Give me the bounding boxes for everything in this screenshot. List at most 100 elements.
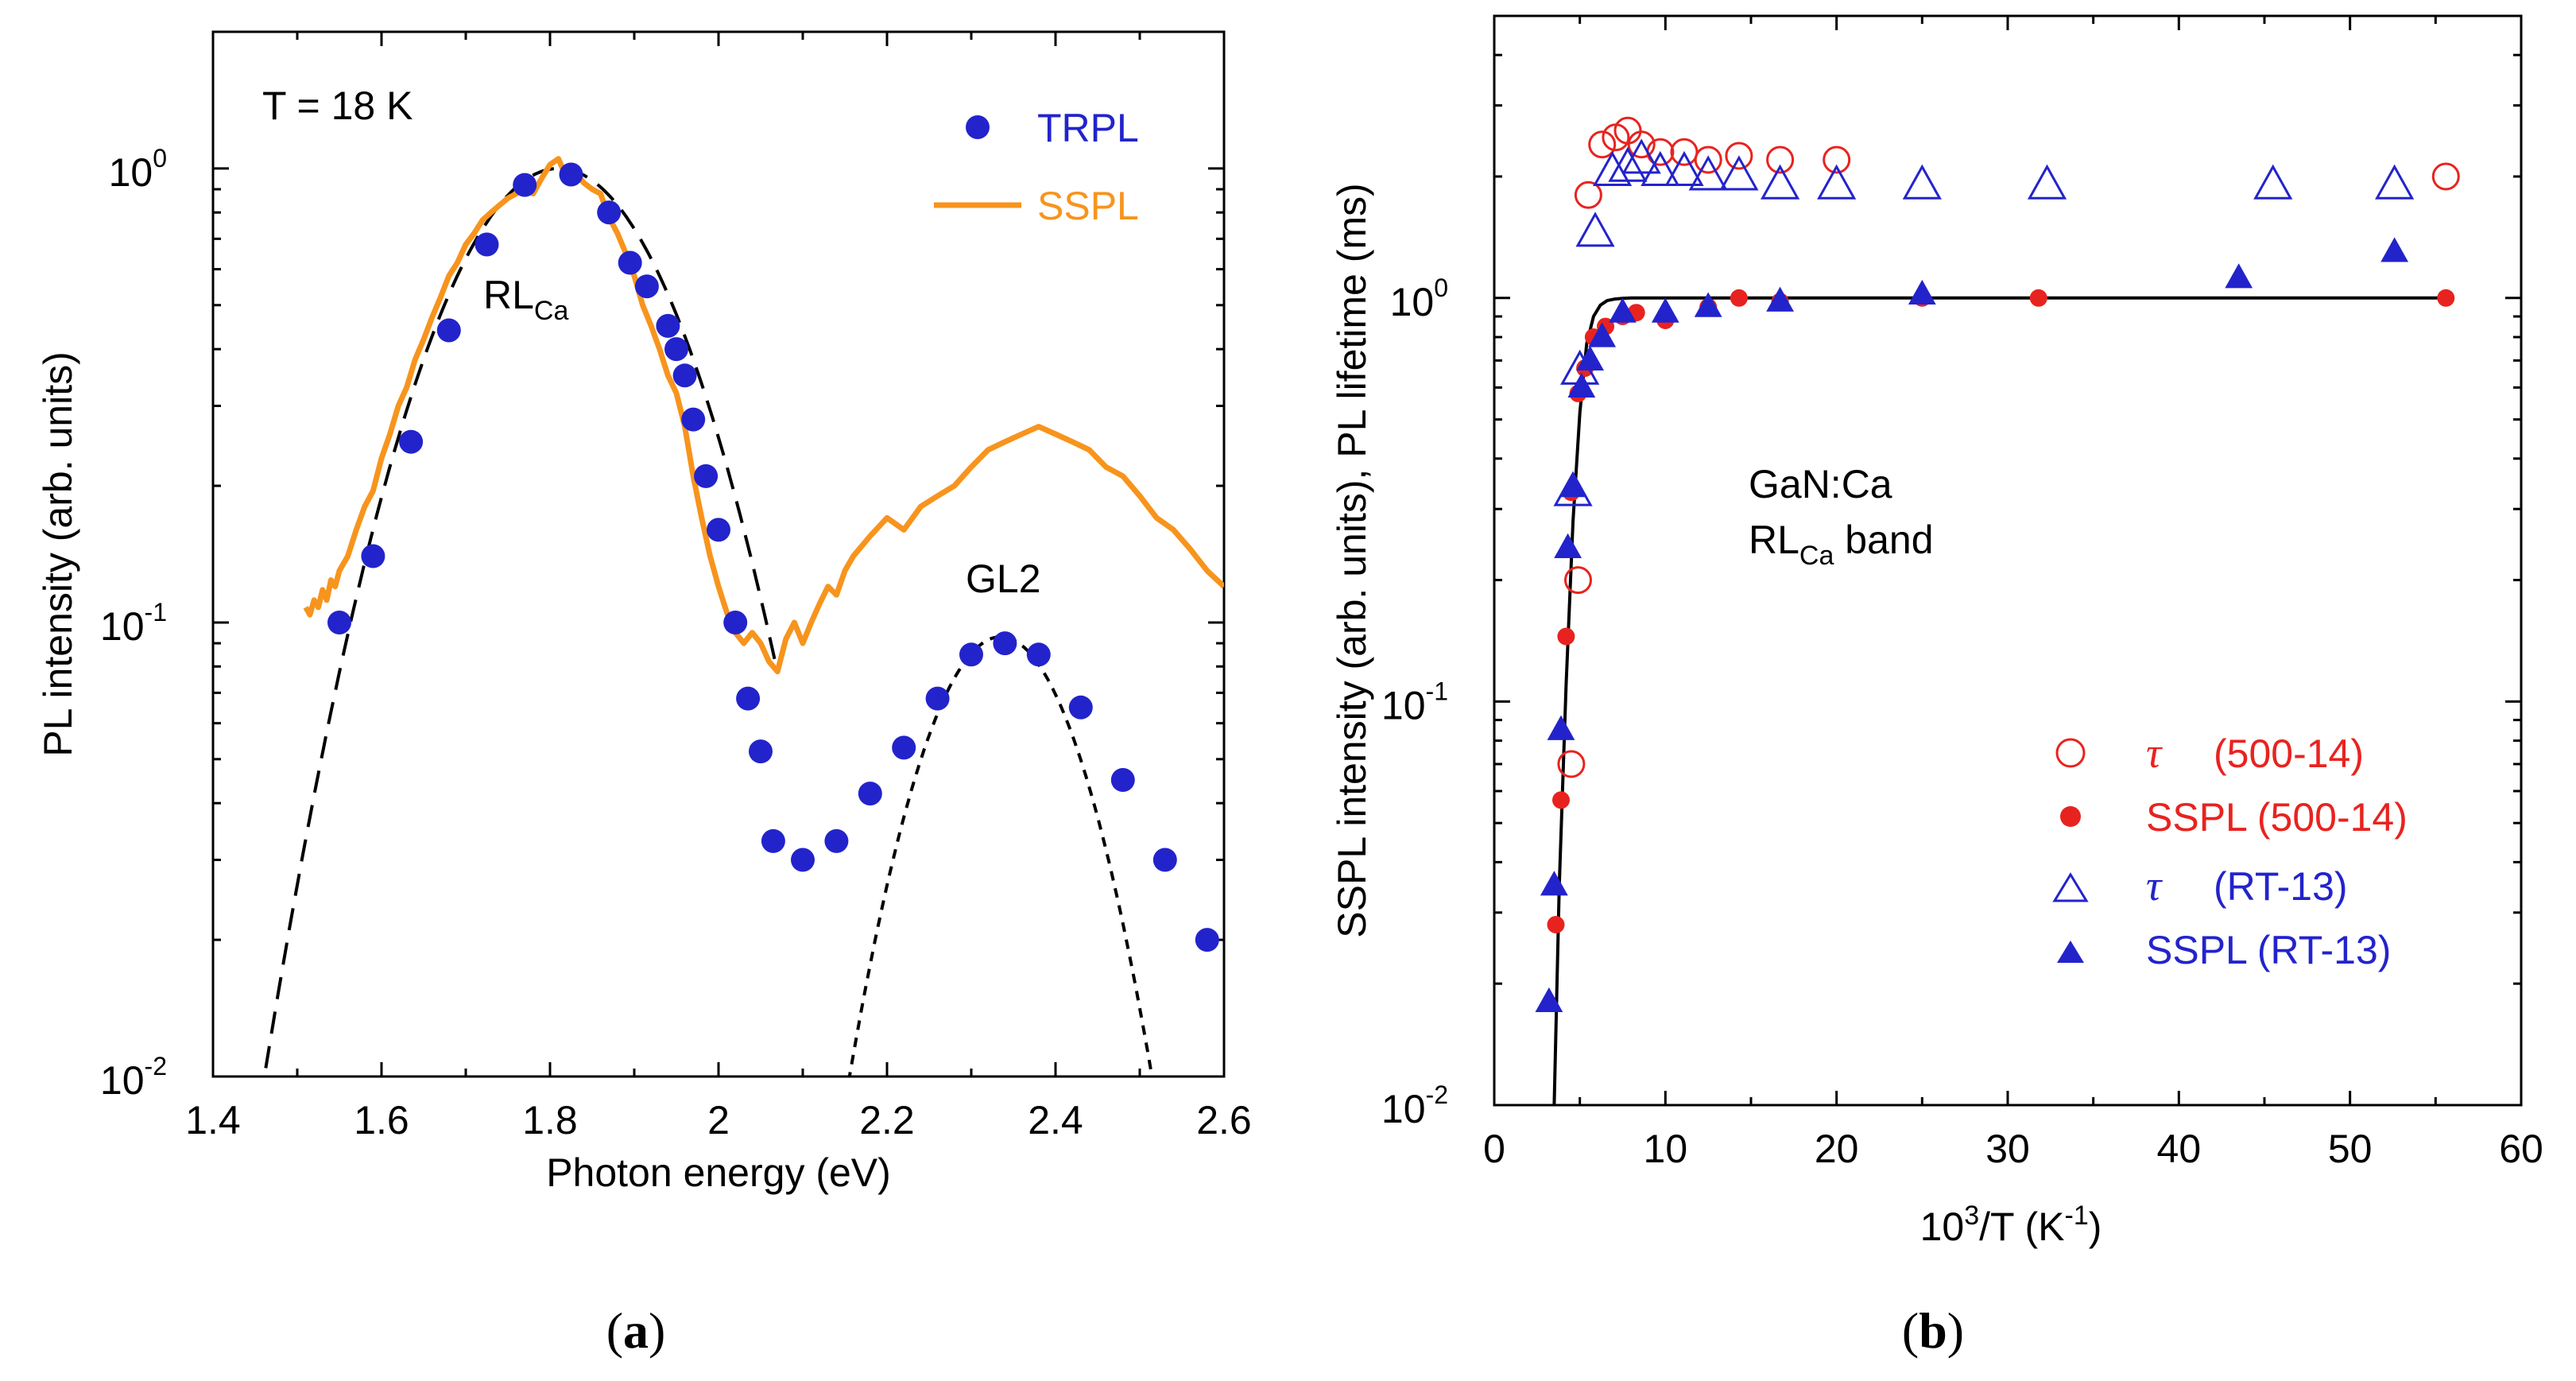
tau-500-14-point [1823, 145, 1851, 174]
tau-500-14-point [1564, 566, 1592, 595]
legend-a-sspl-label: SSPL [1037, 184, 1139, 228]
trpl-point [1110, 768, 1135, 792]
sspl-500-14-point [2029, 289, 2047, 307]
x-axis-label-b: 103/T (K-1) [1920, 1201, 2102, 1249]
legend-b-sspl-500-marker [2060, 806, 2081, 827]
a-ytick-label: 10-1 [100, 598, 167, 649]
rl-ca-annotation: RLCa [483, 273, 568, 326]
legend-b-tau-rt-label: (RT-13) [2214, 864, 2348, 909]
b-ytick-label-base: 10 [1381, 1087, 1426, 1131]
legend-b-sspl-rt-marker [2057, 941, 2084, 963]
x-axis-label-b-sup1: 3 [1964, 1201, 1979, 1231]
sspl-rt-13-point [1540, 871, 1568, 896]
data-layer-b [1535, 116, 2460, 1105]
sspl-rt-13-point [1609, 297, 1637, 323]
a-xtick-label: 1.6 [354, 1098, 409, 1142]
trpl-point [1195, 928, 1219, 952]
trpl-point [664, 337, 688, 362]
trpl-point [513, 173, 537, 197]
b-xtick-label: 60 [2499, 1127, 2543, 1171]
tau-rt-13-point [1621, 138, 1661, 174]
axis-ticks-a [211, 32, 1226, 1078]
b-xtick-label: 30 [1985, 1127, 2030, 1171]
legend-b-tau-500-marker [2055, 738, 2086, 768]
a-ytick-label-base: 10 [100, 1058, 145, 1103]
legend-b-sspl-500-label: SSPL (500-14) [2146, 795, 2407, 840]
tau-rt-13-point [2375, 164, 2415, 200]
a-ytick-label-base: 10 [100, 604, 145, 649]
trpl-point [559, 162, 583, 187]
legend-b-tau-500-label: (500-14) [2214, 731, 2364, 776]
a-ytick-label: 100 [109, 144, 167, 195]
trpl-point [681, 407, 706, 432]
b-xtick-label: 0 [1483, 1127, 1505, 1171]
panel-caption-a-letter: a [623, 1302, 649, 1359]
tau-rt-13-point [1688, 155, 1728, 191]
y-axis-label-a: PL intensity (arb. units) [36, 351, 80, 756]
tau-rt-13-point [1761, 164, 1800, 200]
sspl-500-14-point [1557, 627, 1575, 646]
trpl-point [892, 735, 916, 760]
trpl-point [694, 464, 719, 488]
trpl-point [672, 363, 697, 388]
tau-500-14-point [1627, 130, 1656, 159]
a-xtick-label: 2.4 [1028, 1098, 1083, 1142]
b-ytick-label: 10-2 [1381, 1080, 1448, 1131]
sspl-500-14-point [1552, 791, 1570, 809]
trpl-point [436, 318, 461, 343]
band-annotation: RLCa band [1749, 518, 1934, 571]
tau-500-14-point [1725, 142, 1753, 170]
sspl-500-14-point [1547, 916, 1565, 933]
a-xtick-label: 1.4 [185, 1098, 241, 1142]
b-ytick-label-exp: -1 [1426, 677, 1448, 705]
legend-b: τ (500-14) SSPL (500-14) τ (RT-13) SSPL … [2052, 729, 2407, 972]
trpl-point [475, 232, 499, 257]
tau-500-14-point [1574, 180, 1602, 209]
x-axis-label-b-base: 10 [1920, 1204, 1965, 1249]
trpl-point [959, 642, 983, 667]
sspl-rt-13-point [1766, 286, 1795, 312]
tau-rt-13-point [1817, 164, 1857, 200]
b-ytick-label-exp: 0 [1434, 273, 1448, 302]
sample-annotation: GaN:Ca [1749, 462, 1892, 506]
trpl-point [858, 782, 882, 806]
legend-b-sspl-rt-label: SSPL (RT-13) [2146, 928, 2391, 972]
y-axis-label-b: SSPL intensity (arb. units), PL lifetime… [1330, 183, 1374, 937]
rl-ca-annotation-sub: Ca [534, 296, 569, 326]
trpl-point [761, 828, 785, 853]
trpl-point [736, 686, 761, 711]
x-axis-label-b-sup2: -1 [2065, 1201, 2089, 1231]
b-xtick-label: 10 [1644, 1127, 1688, 1171]
tau-500-14-point [1557, 750, 1586, 778]
axis-ticks-b [1493, 16, 2523, 1107]
tau-rt-13-point [2253, 164, 2293, 200]
trpl-point [749, 739, 773, 764]
sspl-500-14-point [2437, 289, 2455, 307]
a-ytick-label-exp: -2 [145, 1052, 167, 1080]
panel-caption-b-letter: b [1919, 1302, 1947, 1359]
sspl-500-14-point [1730, 289, 1748, 307]
trpl-point [1152, 848, 1177, 872]
b-xtick-label: 20 [1815, 1127, 1859, 1171]
sspl-rt-13-point [1559, 472, 1587, 498]
fit-line [1552, 296, 2451, 1105]
trpl-point [824, 828, 849, 853]
gl2-annotation: GL2 [966, 557, 1041, 601]
trpl-point [707, 518, 730, 542]
sspl-rt-13-point [1694, 292, 1722, 317]
b-xtick-label: 40 [2157, 1127, 2202, 1171]
a-ytick-label: 10-2 [100, 1052, 167, 1103]
legend-b-tau-rt-marker [2052, 872, 2089, 902]
sspl-rt-13-point [1651, 297, 1679, 323]
sspl-rt-13-point [1908, 279, 1936, 305]
tau-rt-13-point [1664, 150, 1704, 187]
gl2-fit-curve [847, 635, 1154, 1076]
sspl-rt-13-point [1588, 322, 1617, 347]
tau-rt-13-point [1719, 155, 1759, 191]
legend-a-trpl-label: TRPL [1037, 106, 1139, 150]
a-ytick-label-exp: -1 [145, 598, 167, 626]
x-axis-label-b-end: ) [2089, 1204, 2102, 1249]
sspl-series-line [303, 156, 1224, 675]
b-xtick-label: 50 [2328, 1127, 2373, 1171]
